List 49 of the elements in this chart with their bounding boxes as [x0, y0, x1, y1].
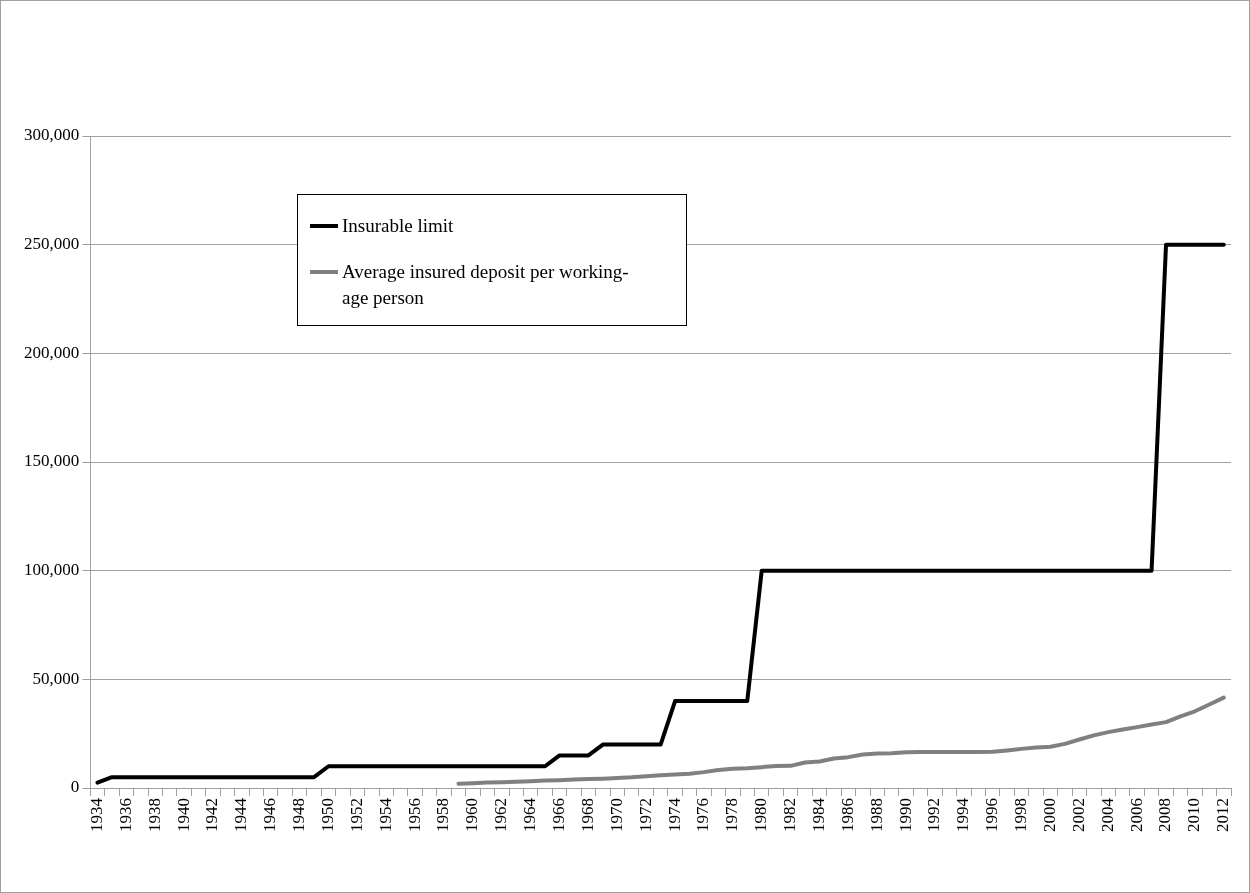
legend-label: Insurable limit	[342, 214, 454, 238]
x-tick-label: 1958	[433, 798, 453, 832]
x-tick-label: 1954	[375, 797, 395, 832]
x-tick-label: 2010	[1184, 798, 1204, 832]
x-tick-label: 1984	[808, 797, 828, 832]
x-tick-label: 1936	[115, 798, 135, 832]
x-tick-label: 1992	[924, 798, 944, 832]
y-tick-label: 50,000	[32, 668, 80, 688]
x-tick-label: 1972	[635, 798, 655, 832]
y-tick-label: 100,000	[24, 560, 80, 580]
x-tick-label: 1994	[953, 797, 973, 832]
y-tick-label: 300,000	[24, 125, 80, 145]
y-tick-label: 250,000	[24, 234, 80, 254]
y-tick-label: 200,000	[24, 342, 80, 362]
x-tick-label: 1982	[780, 798, 800, 832]
x-tick-label: 1956	[404, 798, 424, 832]
x-tick-label: 1986	[837, 798, 857, 832]
x-tick-label: 2008	[1155, 798, 1175, 832]
x-tick-label: 1990	[895, 798, 915, 832]
x-tick-label: 1974	[664, 797, 684, 832]
x-tick-label: 1998	[1011, 798, 1031, 832]
x-tick-label: 1944	[231, 797, 251, 832]
x-tick-label: 1964	[520, 797, 540, 832]
x-tick-label: 1952	[346, 798, 366, 832]
x-tick-label: 2004	[1097, 797, 1117, 832]
x-tick-label: 1942	[202, 798, 222, 832]
x-tick-label: 2012	[1213, 798, 1233, 832]
x-tick-label: 1970	[606, 798, 626, 832]
x-tick-label: 2006	[1126, 798, 1146, 832]
x-tick-label: 1978	[722, 798, 742, 832]
x-tick-label: 1976	[693, 798, 713, 832]
x-tick-label: 1966	[549, 798, 569, 832]
x-tick-label: 2000	[1039, 798, 1059, 832]
x-tick-label: 1960	[462, 798, 482, 832]
x-tick-label: 1950	[317, 798, 337, 832]
y-tick-label: 150,000	[24, 451, 80, 471]
legend-label: Average insured deposit per working-age person	[342, 260, 630, 310]
x-tick-label: 1996	[982, 798, 1002, 832]
x-tick-label: 1938	[144, 798, 164, 832]
x-tick-label: 1940	[173, 798, 193, 832]
x-tick-label: 1988	[866, 798, 886, 832]
y-tick-label: 0	[70, 777, 80, 797]
x-tick-label: 1948	[289, 798, 309, 832]
x-tick-label: 1980	[751, 798, 771, 832]
x-tick-label: 2002	[1068, 798, 1088, 832]
x-tick-label: 1934	[86, 797, 106, 832]
x-tick-label: 1946	[260, 798, 280, 832]
x-tick-label: 1968	[577, 798, 597, 832]
x-tick-label: 1962	[491, 798, 511, 832]
